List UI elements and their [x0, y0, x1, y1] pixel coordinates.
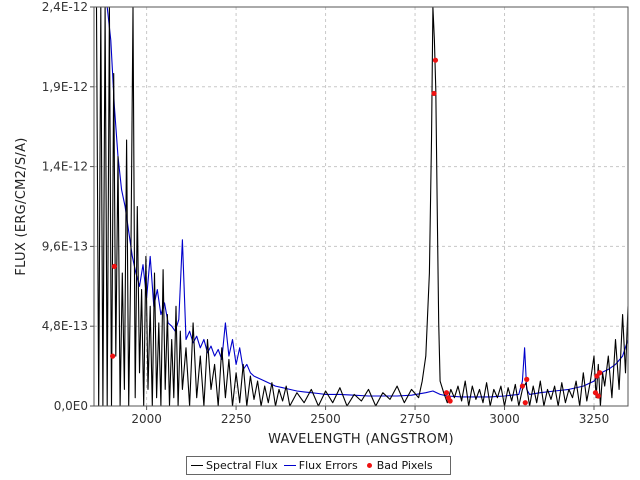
bad-pixel-point [443, 390, 450, 396]
x-tick-label: 3000 [489, 412, 520, 426]
y-tick-label: 0,0E0 [54, 399, 88, 413]
bad-pixel-point [432, 57, 439, 63]
legend-line-flux [191, 465, 203, 466]
legend-item-flux: Spectral Flux [191, 459, 278, 472]
y-tick-label: 2,4E-12 [42, 0, 88, 14]
x-tick-label: 2750 [400, 412, 431, 426]
x-tick-label: 2500 [310, 412, 341, 426]
plot-area [95, 7, 628, 406]
bad-pixel-point [595, 393, 601, 399]
legend-label-errors: Flux Errors [298, 459, 358, 472]
legend-item-errors: Flux Errors [283, 459, 358, 472]
y-tick-label: 4,8E-13 [42, 319, 88, 333]
bad-pixel-point [431, 90, 437, 97]
legend-line-errors [283, 465, 296, 466]
grid-lines [94, 6, 628, 407]
axis-ticks: 2000 2250 2500 2750 3000 3250 0,0E0 4,8E-13 9,6E… [42, 0, 610, 426]
series-line-spectral-flux [95, 7, 628, 406]
bad-pixel-point [519, 383, 526, 389]
bad-pixel-point [522, 400, 528, 406]
legend-label-flux: Spectral Flux [206, 459, 278, 472]
bad-pixel-point [524, 376, 530, 382]
legend-dot-bad-pixels [366, 463, 372, 468]
bad-pixel-point [597, 370, 603, 376]
y-tick-label: 9,6E-13 [42, 239, 88, 253]
bad-pixel-point [447, 398, 453, 404]
bad-pixel-point [111, 263, 118, 269]
y-tick-label: 1,9E-12 [42, 80, 88, 94]
legend: Spectral Flux Flux Errors Bad Pixels [186, 456, 451, 475]
bad-pixel-point [110, 353, 116, 359]
plot-frame [93, 6, 629, 407]
x-tick-label: 3250 [579, 412, 610, 426]
x-tick-label: 2000 [131, 412, 162, 426]
legend-item-bad-pixels: Bad Pixels [364, 459, 433, 472]
legend-label-bad-pixels: Bad Pixels [376, 459, 433, 472]
x-axis-label: WAVELENGTH (ANGSTROM) [268, 432, 454, 447]
y-axis-label: FLUX (ERG/CM2/S/A) [14, 137, 29, 275]
x-tick-label: 2250 [221, 412, 252, 426]
y-tick-label: 1,4E-12 [42, 160, 88, 174]
